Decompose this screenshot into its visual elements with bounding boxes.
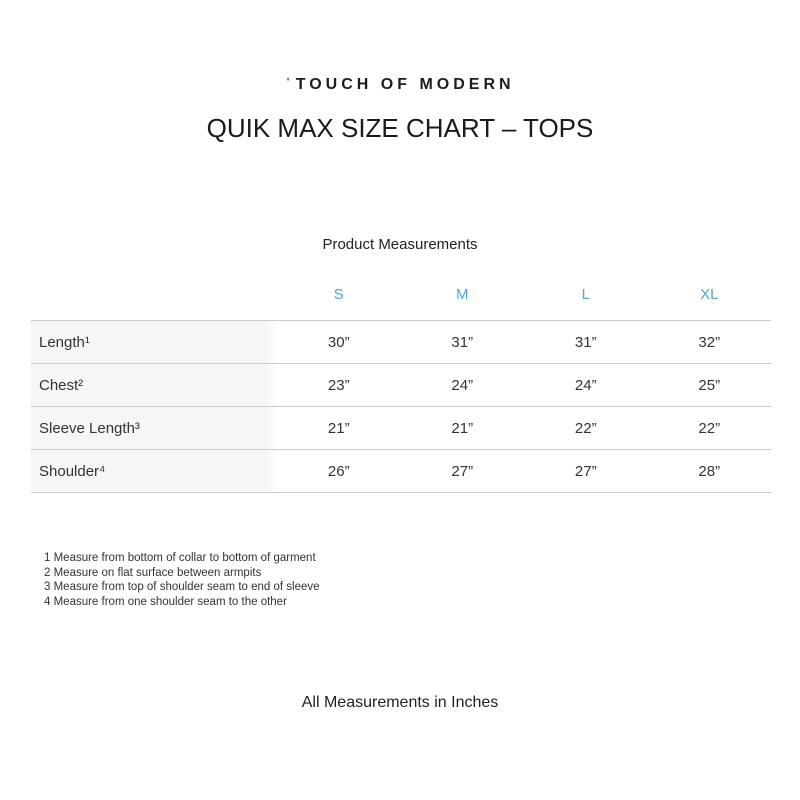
table-title: Product Measurements [322, 236, 478, 253]
measurement-value: 22” [574, 419, 597, 437]
size-column-header-s: S [333, 286, 344, 303]
table-row-sleeve-length: Sleeve Length³ 21” 21” 22” 22” [31, 406, 771, 449]
measurement-value: 24” [451, 376, 474, 394]
table-row-shoulder: Shoulder⁴ 26” 27” 27” 28” [31, 449, 771, 493]
footer-note: All Measurements in Inches [301, 694, 499, 711]
footnotes: 1 Measure from bottom of collar to botto… [44, 551, 320, 609]
row-label: Shoulder⁴ [31, 450, 277, 492]
brand-logo: ˈTOUCH OF MODERN [0, 76, 800, 94]
size-column-header-l: L [581, 286, 590, 303]
measurement-value: 26” [327, 462, 350, 480]
brand-name: TOUCH OF MODERN [295, 76, 515, 93]
footnote-2: 2 Measure on flat surface between armpit… [44, 566, 262, 579]
measurement-value: 27” [574, 462, 597, 480]
measurement-value: 32” [698, 333, 721, 351]
row-label: Chest² [31, 364, 277, 406]
page-title: QUIK MAX SIZE CHART – TOPS [206, 113, 594, 143]
measurement-value: 28” [698, 462, 721, 480]
size-table-body: Length¹ 30” 31” 31” 32” Chest² 23” 24” 2… [31, 320, 771, 493]
measurement-value: 27” [451, 462, 474, 480]
measurement-value: 23” [327, 376, 350, 394]
size-column-header-xl: XL [700, 286, 719, 303]
table-row-length: Length¹ 30” 31” 31” 32” [31, 320, 771, 363]
measurement-value: 21” [327, 419, 350, 437]
logo-tick-icon: ˈ [285, 76, 295, 93]
table-row-chest: Chest² 23” 24” 24” 25” [31, 363, 771, 406]
size-column-header-m: M [456, 286, 469, 303]
measurement-value: 31” [451, 333, 474, 351]
measurement-value: 25” [698, 376, 721, 394]
measurement-value: 31” [574, 333, 597, 351]
measurement-value: 24” [574, 376, 597, 394]
size-table: S M L XL Length¹ 30” 31” 31” 32” Chest² … [31, 286, 771, 493]
footnote-1: 1 Measure from bottom of collar to botto… [44, 552, 316, 564]
footnote-4: 4 Measure from one shoulder seam to the … [44, 595, 287, 608]
size-header-row: S M L XL [31, 286, 771, 320]
measurement-value: 22” [698, 419, 721, 437]
footnote-3: 3 Measure from top of shoulder seam to e… [44, 581, 320, 594]
measurement-value: 30” [327, 333, 350, 351]
row-label: Length¹ [31, 321, 277, 363]
row-label: Sleeve Length³ [31, 407, 277, 449]
measurement-value: 21” [451, 419, 474, 437]
